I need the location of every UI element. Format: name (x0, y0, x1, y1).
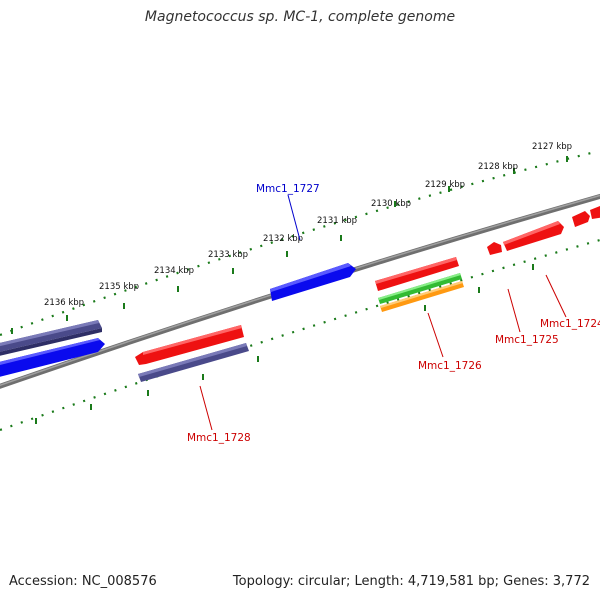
gene-bar-mmc1-1724[interactable] (503, 221, 564, 251)
gene-bar-red-right-1[interactable] (572, 211, 590, 227)
leader-line-mmc1-1725 (507, 288, 521, 333)
ruler-label: 2135 kbp (99, 282, 139, 292)
inner-ruler (0, 238, 600, 432)
gene-label-mmc1-1724[interactable]: Mmc1_1724 (540, 318, 600, 330)
outer-ruler (0, 150, 596, 337)
ruler-label: 2132 kbp (263, 234, 303, 244)
map-title: Magnetococcus sp. MC-1, complete genome (144, 9, 456, 25)
gene-label-mmc1-1728[interactable]: Mmc1_1728 (187, 432, 251, 444)
gene-bar-mmc1-1727[interactable] (270, 263, 356, 301)
leader-line-mmc1-1727 (287, 194, 301, 241)
leader-line-mmc1-1728 (199, 385, 213, 431)
ruler-label: 2134 kbp (154, 266, 194, 276)
leader-line-mmc1-1724 (545, 274, 567, 318)
ruler-label: 2129 kbp (425, 180, 465, 190)
gene-bar-mmc1-1728[interactable] (135, 325, 244, 365)
gene-label-mmc1-1726[interactable]: Mmc1_1726 (418, 360, 482, 372)
gene-bar-blue-left[interactable] (0, 338, 105, 377)
ruler-label: 2133 kbp (208, 250, 248, 260)
inner-ruler-ticks (35, 264, 534, 424)
outer-ruler-ticks (11, 156, 568, 334)
ruler-label: 2127 kbp (532, 142, 572, 152)
accession-text: Accession: NC_008576 (9, 574, 157, 589)
genome-summary-text: Topology: circular; Length: 4,719,581 bp… (232, 574, 590, 589)
ruler-label: 2131 kbp (317, 216, 357, 226)
gene-bar-red-right-2[interactable] (590, 204, 600, 219)
ruler-label: 2128 kbp (478, 162, 518, 172)
ruler-label: 2130 kbp (371, 199, 411, 209)
gene-label-mmc1-1727[interactable]: Mmc1_1727 (256, 183, 320, 195)
gene-bar-mmc1-1725[interactable] (487, 242, 502, 255)
leader-line-mmc1-1726 (427, 312, 444, 358)
ruler-label: 2136 kbp (44, 298, 84, 308)
gene-label-mmc1-1725[interactable]: Mmc1_1725 (495, 334, 559, 346)
